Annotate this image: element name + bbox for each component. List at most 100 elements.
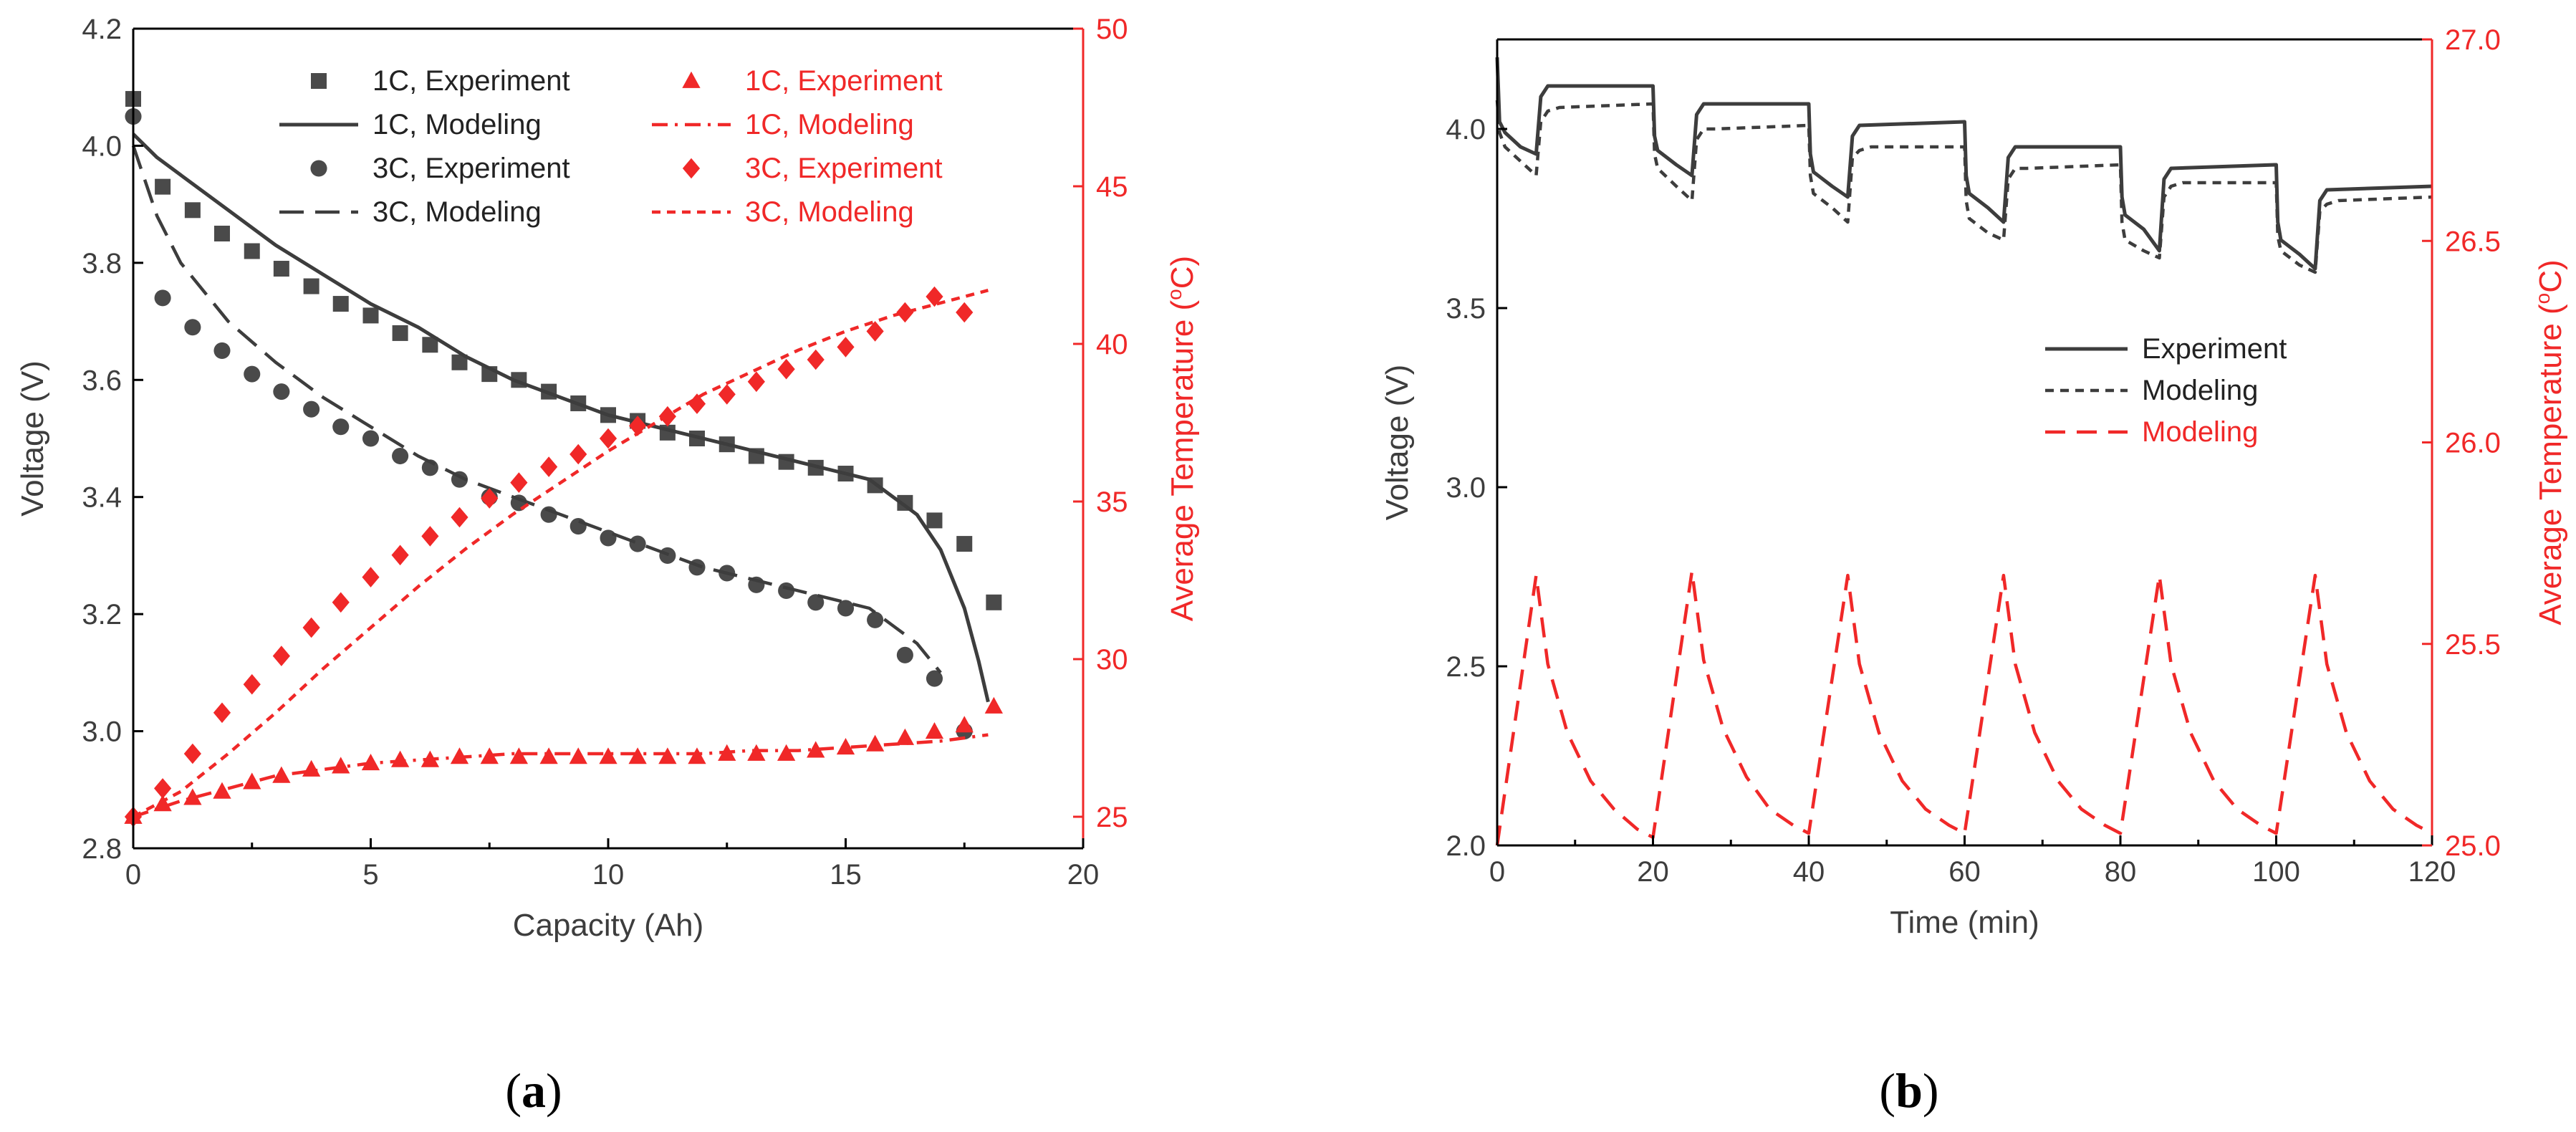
- b-series-modeling-left-line: [1495, 100, 2433, 274]
- a-x-tick-label: 10: [592, 859, 625, 891]
- a-series-3c-experiment-left-point: [213, 342, 231, 359]
- a-series-1c-experiment-right-point: [628, 747, 647, 764]
- a-legend-marker: [311, 73, 327, 89]
- panel-a-y2-axis-label: Average Temperature (oC): [1163, 256, 1200, 621]
- a-series-3c-modeling-right-line: [132, 289, 989, 818]
- a-legend-label: 3C, Experiment: [373, 153, 570, 184]
- a-series-1c-experiment-right-point: [213, 782, 231, 799]
- a-series-3c-experiment-left-point: [392, 447, 409, 465]
- a-legend-item: 3C, Experiment: [310, 153, 570, 184]
- a-y-tick-label: 3.0: [82, 716, 122, 748]
- a-series-3c-modeling-left-line: [131, 145, 942, 674]
- a-series-3c-experiment-right-point: [362, 567, 380, 587]
- a-legend-label: 1C, Experiment: [745, 65, 943, 97]
- a-series-1c-experiment-right-point: [747, 744, 766, 761]
- a-series-1c-experiment-right-point: [272, 766, 291, 783]
- b-y2-tick-label: 27.0: [2445, 24, 2501, 56]
- b-x-tick-label: 120: [2408, 856, 2456, 888]
- panel-a-y2-label-prefix: Average Temperature (: [1165, 299, 1200, 621]
- a-series-1c-experiment-right-point: [569, 747, 587, 764]
- a-series-3c-experiment-left-point: [807, 594, 825, 611]
- a-series-1c-experiment-left-point: [244, 243, 260, 259]
- a-y-tick-label: 3.2: [82, 599, 122, 630]
- a-series-3c-experiment-left-point: [303, 400, 320, 418]
- panel-b-caption-close: ): [1923, 1063, 1939, 1118]
- a-series-1c-modeling-right-line: [133, 733, 989, 819]
- a-series-3c-experiment-right: [124, 286, 974, 828]
- a-series-3c-experiment-right-point: [599, 428, 617, 449]
- b-legend-label: Experiment: [2142, 333, 2287, 365]
- b-legend-item: Experiment: [2045, 333, 2287, 365]
- b-x-tick-label: 0: [1489, 856, 1505, 888]
- a-series-3c-experiment-left-point: [867, 611, 884, 628]
- a-series-1c-experiment-right-point: [183, 788, 202, 805]
- a-series-3c-experiment-right-point: [183, 743, 201, 764]
- a-series-1c-experiment-left-point: [422, 337, 438, 353]
- a-series-3c-experiment-right-point: [718, 384, 736, 405]
- a-y2-tick-label: 25: [1096, 802, 1128, 833]
- a-series-1c-experiment-right-point: [836, 738, 855, 755]
- a-series-1c-experiment-right-point: [925, 722, 944, 739]
- a-series-3c-experiment-right-point: [777, 358, 795, 380]
- panel-b-ticks: 0 20 40 60 80 100 120 2.0 2.5 3.0 3.5 4.0 25.0 25.5 26…: [1446, 24, 2500, 888]
- a-series-1c-experiment-left-point: [213, 226, 230, 241]
- b-y2-tick-label: 26.5: [2445, 226, 2501, 257]
- a-series-1c-experiment-left-point: [956, 536, 973, 552]
- a-series-3c-experiment-right-point: [569, 443, 587, 465]
- a-series-1c-experiment-right-point: [539, 747, 558, 764]
- a-series-1c-experiment-right-point: [688, 747, 706, 764]
- a-series-3c-experiment-right-point: [391, 545, 409, 566]
- a-series-3c-experiment-left-point: [629, 535, 646, 552]
- a-series-3c-experiment-left-point: [332, 418, 350, 436]
- a-legend-label: 3C, Modeling: [373, 196, 542, 228]
- b-y-tick-label: 2.0: [1446, 830, 1486, 862]
- a-legend-label: 1C, Modeling: [373, 109, 542, 140]
- a-legend-label: 3C, Experiment: [745, 153, 943, 184]
- a-legend-item: 3C, Experiment: [682, 153, 943, 184]
- a-series-1c-experiment-right-point: [509, 747, 529, 764]
- a-series-3c-experiment-left-point: [184, 319, 201, 336]
- b-series-experiment-left-line: [1495, 57, 2433, 271]
- a-series-3c-experiment-left-point: [362, 430, 380, 447]
- b-legend-label: Modeling: [2142, 375, 2258, 406]
- a-legend-marker: [682, 71, 701, 88]
- panel-a-ticks: 0 5 10 15 20 2.8 3.0 3.2 3.4 3.6 3.8 4.0 4.2 25 30 35 40…: [82, 14, 1128, 891]
- a-y-tick-label: 3.4: [82, 482, 122, 514]
- a-series-1c-experiment-right-point: [599, 747, 617, 764]
- a-series-1c-experiment-left-point: [451, 354, 468, 370]
- panel-b-caption: (b): [1879, 1063, 1938, 1118]
- a-series-1c-experiment-right-point: [807, 741, 825, 758]
- a-series-3c-experiment-left-point: [778, 582, 795, 600]
- a-series-1c-experiment-right-point: [658, 747, 677, 764]
- a-series-3c-experiment-right-point: [451, 507, 468, 528]
- b-x-tick-label: 80: [2105, 856, 2137, 888]
- a-series-1c-experiment-left-point: [155, 178, 171, 195]
- a-y2-tick-label: 35: [1096, 486, 1128, 518]
- a-series-3c-experiment-left-point: [569, 518, 587, 535]
- a-series-1c-experiment-right-point: [955, 716, 974, 733]
- panel-b-y2-axis-label: Average Temperature (oC): [2532, 259, 2568, 625]
- a-y2-tick-label: 50: [1096, 14, 1128, 45]
- a-y-tick-label: 3.6: [82, 365, 122, 396]
- a-series-3c-experiment-left-point: [896, 646, 913, 663]
- panel-a-y2-label-suffix: C): [1165, 256, 1200, 289]
- panel-a-caption-open: (: [505, 1063, 522, 1118]
- a-x-tick-label: 20: [1067, 859, 1100, 891]
- b-legend-item: Modeling: [2045, 375, 2258, 406]
- a-series-1c-experiment-left-point: [184, 202, 201, 219]
- a-series-1c-experiment-right-point: [984, 696, 1004, 714]
- a-series-1c-experiment-left-point: [392, 325, 408, 341]
- a-series-1c-experiment-left-point: [926, 512, 943, 529]
- a-series-3c-experiment-right-point: [866, 321, 884, 342]
- a-series-3c-experiment-right-point: [688, 393, 706, 414]
- a-series-1c-experiment-left-point: [332, 296, 349, 312]
- a-series-3c-experiment-right-point: [837, 337, 855, 358]
- a-series-3c-experiment-left-point: [244, 365, 261, 383]
- a-series-3c-experiment-right-point: [243, 673, 261, 695]
- panel-a-y-axis-label: Voltage (V): [15, 360, 50, 517]
- panel-b: 0 20 40 60 80 100 120 2.0 2.5 3.0 3.5 4.0 25.0 25.5 26…: [1380, 24, 2568, 940]
- a-legend-marker: [310, 160, 327, 177]
- a-legend-item: 1C, Experiment: [682, 65, 943, 97]
